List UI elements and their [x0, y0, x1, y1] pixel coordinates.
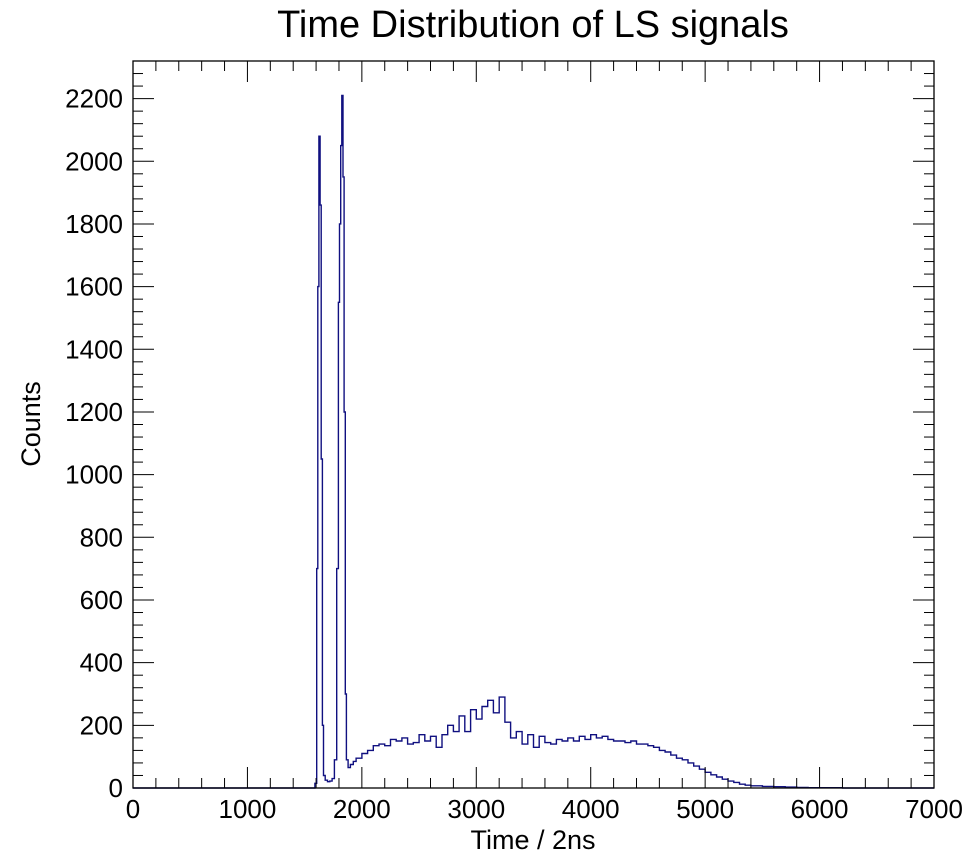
y-tick-label: 400 — [80, 648, 123, 678]
y-tick-label: 2000 — [65, 146, 123, 176]
x-tick-label: 4000 — [562, 794, 620, 824]
y-tick-label: 1400 — [65, 334, 123, 364]
y-tick-label: 0 — [109, 773, 123, 803]
series-line — [133, 94, 934, 789]
y-tick-label: 1000 — [65, 460, 123, 490]
y-axis-label: Counts — [16, 381, 46, 467]
x-tick-label: 2000 — [333, 794, 391, 824]
y-tick-label: 200 — [80, 710, 123, 740]
y-tick-label: 2200 — [65, 84, 123, 114]
y-tick-label: 800 — [80, 522, 123, 552]
y-tick-label: 600 — [80, 585, 123, 615]
x-tick-label: 1000 — [219, 794, 277, 824]
plot-area — [132, 60, 935, 789]
x-tick-label: 3000 — [447, 794, 505, 824]
y-tick-label: 1600 — [65, 272, 123, 302]
y-axis: 0 200 400 600 800 1000 1200 1400 1600 1800 2000 220… — [65, 60, 934, 803]
chart-title: Time Distribution of LS signals — [277, 4, 789, 46]
plot-frame — [132, 60, 935, 789]
x-tick-label: 7000 — [905, 794, 963, 824]
y-tick-label: 1800 — [65, 209, 123, 239]
x-axis: 0 1000 2000 3000 4000 5000 6000 7000 — [126, 61, 963, 824]
x-axis-label: Time / 2ns — [470, 825, 595, 855]
x-tick-label: 6000 — [791, 794, 849, 824]
y-tick-label: 1200 — [65, 397, 123, 427]
x-tick-label: 5000 — [676, 794, 734, 824]
x-tick-label: 0 — [126, 794, 140, 824]
